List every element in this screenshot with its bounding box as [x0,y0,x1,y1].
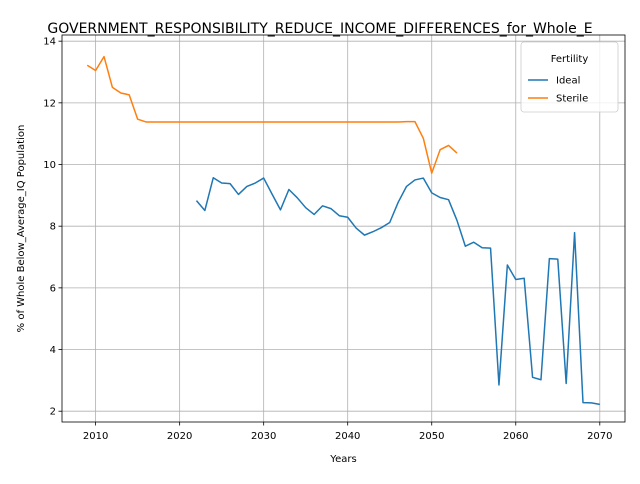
x-tick-label: 2060 [503,431,528,442]
grid [62,35,625,422]
legend-title: Fertility [551,54,589,65]
x-tick-label: 2010 [83,431,108,442]
axis-ticks: 2010 2020 2030 2040 2050 2060 2070 2 4 6 8 10 12 14 [43,37,612,442]
y-tick-label: 12 [43,98,56,109]
x-axis-label: Years [329,454,356,465]
x-tick-label: 2020 [167,431,192,442]
y-tick-label: 14 [43,37,56,48]
y-tick-label: 2 [50,407,56,418]
y-tick-label: 8 [50,222,56,233]
legend-label-sterile: Sterile [556,94,588,105]
chart-title: GOVERNMENT_RESPONSIBILITY_REDUCE_INCOME_… [47,21,592,37]
legend-box [520,41,619,113]
series-line-sterile [86,55,458,174]
legend: Fertility Ideal Sterile [520,41,619,113]
y-tick-label: 6 [50,283,56,294]
legend-label-ideal: Ideal [556,76,580,87]
plot-frame [61,34,626,423]
x-tick-label: 2030 [251,431,276,442]
y-axis-label: % of Whole Below_Average_IQ Population [16,125,27,333]
x-tick-label: 2050 [419,431,444,442]
series-line-ideal [195,177,600,406]
y-tick-label: 10 [43,160,56,171]
series-lines [86,55,600,406]
y-tick-label: 4 [50,345,56,356]
x-tick-label: 2070 [587,431,612,442]
x-tick-label: 2040 [335,431,360,442]
